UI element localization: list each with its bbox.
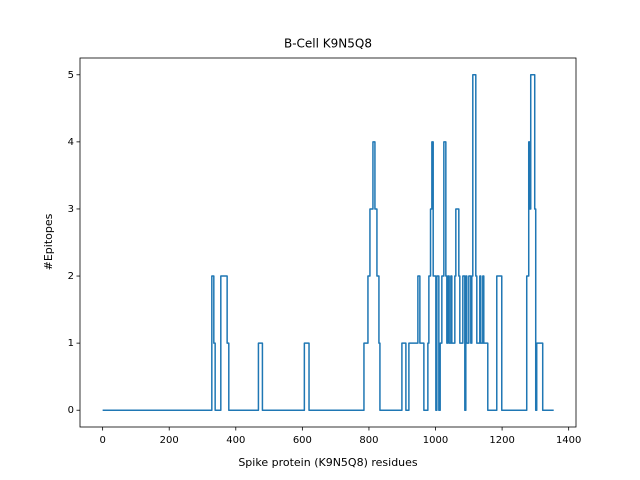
data-line xyxy=(102,74,554,411)
y-axis-label: #Epitopes xyxy=(42,213,55,270)
axes-frame xyxy=(79,57,577,428)
y-tick-label: 1 xyxy=(68,338,74,349)
x-tick-label: 1400 xyxy=(556,435,581,446)
y-tick-label: 4 xyxy=(68,137,74,148)
x-tick-label: 400 xyxy=(226,435,245,446)
x-tick-label: 200 xyxy=(160,435,179,446)
chart-title: B-Cell K9N5Q8 xyxy=(284,37,372,51)
y-tick-label: 3 xyxy=(68,204,74,215)
y-tick-label: 2 xyxy=(68,271,74,282)
x-tick-label: 1200 xyxy=(489,435,514,446)
x-tick-label: 600 xyxy=(293,435,312,446)
y-tick-label: 5 xyxy=(68,70,74,81)
x-tick-label: 1000 xyxy=(423,435,448,446)
x-axis-label: Spike protein (K9N5Q8) residues xyxy=(238,456,418,469)
x-tick-label: 800 xyxy=(359,435,378,446)
y-tick-label: 0 xyxy=(68,405,74,416)
x-tick-label: 0 xyxy=(99,435,105,446)
